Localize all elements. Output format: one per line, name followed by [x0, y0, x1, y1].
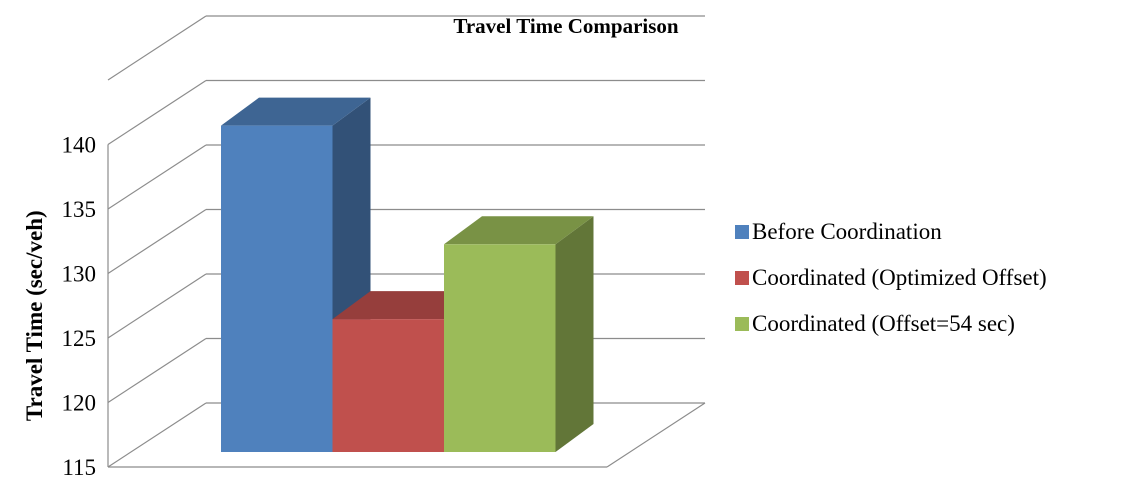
bar-offset-54 — [444, 244, 556, 452]
side-wall-gridline — [107, 337, 207, 404]
y-tick-label: 135 — [62, 197, 97, 222]
y-tick-label: 140 — [62, 133, 97, 158]
side-wall-gridline — [107, 273, 207, 339]
y-tick-label: 125 — [62, 326, 97, 351]
legend-swatch-before-coordination — [735, 225, 749, 239]
chart-title: Travel Time Comparison — [453, 14, 679, 38]
bar-optimized-offset — [332, 319, 444, 452]
legend-label-offset-54: Coordinated (Offset=54 sec) — [752, 311, 1015, 336]
floor-right-edge — [606, 402, 706, 468]
chart-legend: Before Coordination Coordinated (Optimiz… — [735, 216, 1125, 354]
legend-label-before-coordination: Before Coordination — [752, 219, 942, 244]
y-tick-label: 130 — [62, 262, 97, 287]
y-tick-label: 120 — [62, 391, 97, 416]
legend-item-offset-54: Coordinated (Offset=54 sec) — [735, 308, 1125, 340]
bar-side-offset-54 — [555, 216, 594, 452]
side-wall-gridline — [107, 79, 207, 146]
side-wall-gridline — [107, 402, 207, 468]
bar-top-offset-54 — [444, 216, 594, 245]
y-tick-label: 115 — [62, 455, 96, 480]
legend-item-before-coordination: Before Coordination — [735, 216, 1125, 248]
side-wall-gridline — [107, 15, 207, 81]
legend-swatch-optimized-offset — [735, 271, 749, 285]
legend-swatch-offset-54 — [735, 317, 749, 331]
legend-item-optimized-offset: Coordinated (Optimized Offset) — [735, 262, 1125, 294]
side-wall-gridline — [107, 208, 207, 275]
legend-label-optimized-offset: Coordinated (Optimized Offset) — [752, 265, 1047, 290]
bar-top-before-coordination — [221, 97, 371, 126]
side-wall-gridline — [107, 144, 207, 210]
bar-before-coordination — [221, 125, 333, 452]
y-axis-title: Travel Time (sec/veh) — [22, 210, 47, 421]
